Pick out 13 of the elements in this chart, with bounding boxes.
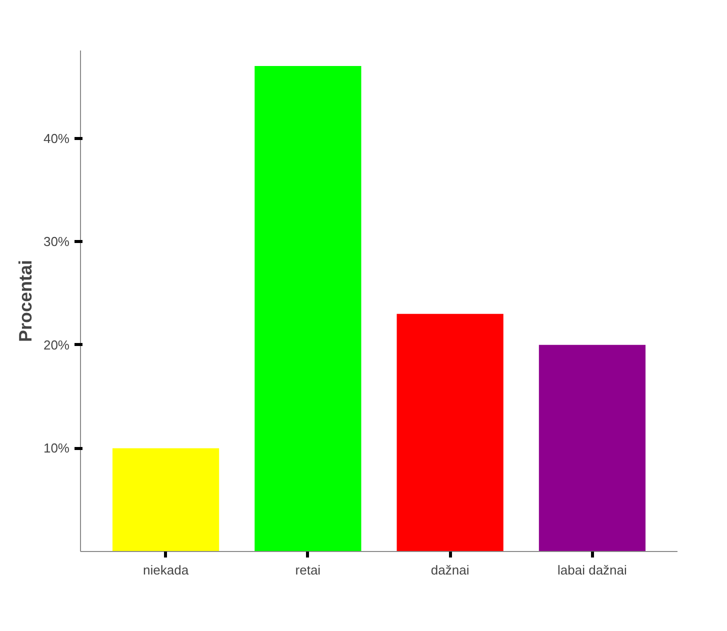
bar — [112, 448, 220, 552]
x-tick-label: dažnai — [430, 562, 470, 578]
y-tick-label: 10% — [43, 440, 70, 456]
x-tick-label: niekada — [143, 562, 190, 578]
x-tick-label: retai — [295, 562, 321, 578]
y-tick-label: 40% — [43, 130, 70, 146]
y-tick-label: 30% — [43, 234, 70, 250]
bar — [396, 314, 504, 552]
y-axis-title: Procentai — [15, 260, 36, 342]
x-tick-label: labai dažnai — [558, 562, 628, 578]
bar — [538, 344, 646, 552]
y-tick-label: 20% — [43, 337, 70, 352]
bar — [254, 66, 362, 552]
